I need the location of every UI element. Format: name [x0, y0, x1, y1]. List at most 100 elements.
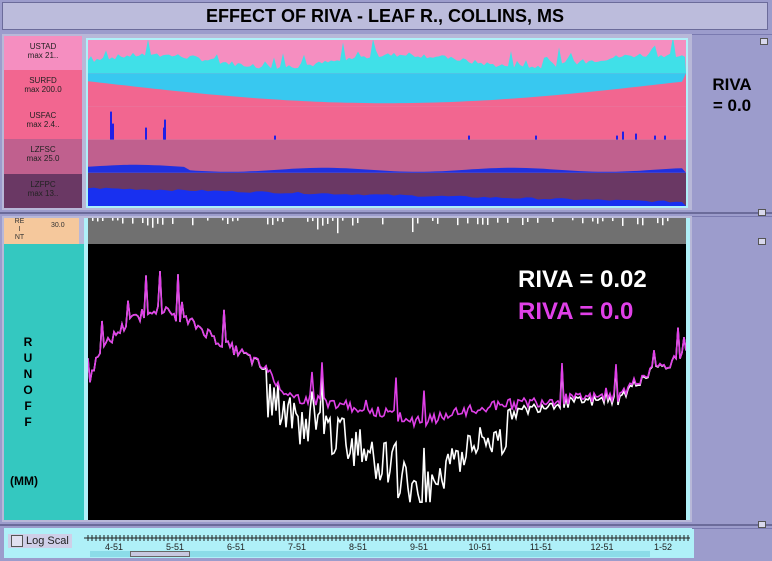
precip-bar — [527, 218, 529, 222]
precip-max: 30.0 — [51, 222, 65, 229]
precip-bar — [282, 218, 284, 222]
state-band-text: max 25.0 — [26, 154, 60, 164]
precip-bar — [112, 218, 114, 221]
state-band-fill — [88, 187, 686, 206]
time-tick-label: 8-51 — [349, 542, 367, 552]
precip-label-line1: RE — [14, 218, 25, 225]
precip-bar — [307, 218, 309, 222]
precip-bar — [277, 218, 279, 222]
runoff-letter: N — [23, 367, 33, 381]
state-band-fill — [622, 131, 624, 140]
precip-bar — [332, 218, 334, 221]
state-band-text: LZFPC — [30, 179, 56, 189]
precip-bar — [432, 218, 434, 221]
precip-bar — [597, 218, 599, 224]
precip-label: RE I NT — [4, 218, 35, 244]
log-scale-checkbox[interactable] — [11, 535, 23, 547]
precip-bar — [552, 218, 554, 222]
precip-bar — [147, 218, 149, 226]
time-tick-label: 10-51 — [468, 542, 491, 552]
state-band-fill — [535, 135, 537, 140]
time-axis: 4-51 5-51 6-51 7-51 8-51 9-51 10-51 11-51 12-51 1… — [84, 535, 690, 552]
resize-handle-mid[interactable] — [758, 209, 766, 216]
horizontal-scrollbar[interactable] — [90, 551, 650, 557]
precip-strip — [88, 218, 686, 244]
right-rule — [692, 528, 772, 529]
state-band-label: SURFD max 200.0 — [4, 70, 82, 105]
resize-handle-top[interactable] — [760, 38, 768, 45]
precip-bar — [537, 218, 539, 223]
panel-divider-bottom[interactable] — [0, 524, 772, 526]
state-band-fill — [654, 135, 656, 140]
precip-bar — [132, 218, 134, 224]
right-rule — [692, 34, 772, 35]
precip-bar — [357, 218, 359, 224]
state-band-text: LZFSC — [30, 145, 56, 155]
riva-top-label-line1: RIVA — [712, 75, 752, 94]
runoff-axis-strip — [76, 244, 84, 520]
precip-bar — [312, 218, 314, 222]
precip-bar — [322, 218, 324, 226]
state-band-text: USTAD — [29, 42, 57, 51]
state-band-text: USFAC — [29, 110, 57, 120]
precip-bar — [117, 218, 119, 221]
precip-bar — [337, 218, 339, 234]
state-band-label: LZFPC max 13.. — [4, 173, 82, 208]
resize-handle-bottom[interactable] — [758, 521, 766, 528]
runoff-letter: U — [23, 351, 33, 365]
precip-bar — [157, 218, 159, 224]
state-band-fill — [468, 135, 470, 140]
riva-top-label-line2: = 0.0 — [712, 96, 752, 115]
precip-bar — [352, 218, 354, 226]
scrollbar-thumb[interactable] — [130, 551, 190, 557]
precip-bar — [162, 218, 164, 225]
state-band-fill — [635, 133, 637, 140]
state-band — [88, 139, 686, 173]
precip-bar — [612, 218, 614, 222]
runoff-letter: F — [24, 399, 32, 413]
state-band-fill — [88, 73, 686, 104]
window-title: EFFECT OF RIVA - LEAF R., COLLINS, MS — [2, 2, 768, 30]
legend-riva-002: RIVA = 0.02 — [518, 266, 647, 293]
state-band-text: max 2.4.. — [26, 119, 60, 129]
time-tick-label: 12-51 — [590, 542, 613, 552]
state-band-fill — [145, 127, 147, 140]
precip-bar — [97, 218, 99, 222]
resize-handle-mid2[interactable] — [758, 238, 766, 245]
state-band-label: USFAC max 2.4.. — [4, 104, 82, 140]
state-band-fill — [664, 135, 666, 140]
precip-bar — [207, 218, 209, 221]
precip-bar — [467, 218, 469, 224]
state-band-fill — [88, 40, 686, 74]
time-tick-label: 9-51 — [410, 542, 428, 552]
precip-bar — [482, 218, 484, 225]
state-band-fill — [88, 164, 686, 173]
precip-bar — [232, 218, 234, 222]
precip-scale: 30.0 — [35, 218, 79, 244]
state-band-fill — [164, 119, 166, 140]
state-band — [88, 106, 686, 140]
precip-bar — [582, 218, 584, 224]
state-band-fill — [112, 123, 114, 140]
state-band-label: LZFSC max 25.0 — [4, 139, 82, 174]
state-variables-sidebar: USTAD max 21.. SURFD max 200.0 USFAC max 2.4.… — [4, 36, 82, 208]
precip-bar — [622, 218, 624, 226]
precip-bar — [662, 218, 664, 226]
runoff-unit: (MM) — [10, 474, 38, 488]
precip-bar — [152, 218, 154, 228]
riva-top-label: RIVA = 0.0 — [700, 74, 764, 116]
log-scale-toggle[interactable]: Log Scal — [8, 534, 72, 548]
precip-bar — [477, 218, 479, 225]
state-band-text: max 21.. — [27, 51, 59, 60]
time-tick-label: 4-51 — [105, 542, 123, 552]
precip-bar — [342, 218, 344, 221]
precip-bar — [592, 218, 594, 222]
precip-bar — [272, 218, 274, 225]
precip-bar — [497, 218, 499, 223]
precip-bar — [382, 218, 384, 225]
precip-bar — [122, 218, 124, 224]
panel-divider[interactable] — [0, 212, 772, 214]
state-band-fill — [110, 111, 112, 140]
precip-bar — [222, 218, 224, 221]
precip-bar — [602, 218, 604, 222]
